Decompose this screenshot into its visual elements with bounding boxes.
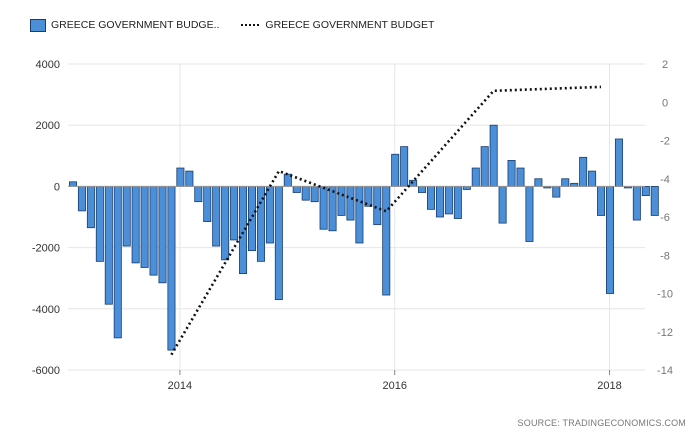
- bar: [176, 167, 185, 187]
- bar: [561, 178, 570, 187]
- bar: [140, 185, 149, 268]
- legend-item-line[interactable]: GREECE GOVERNMENT BUDGET: [241, 19, 434, 31]
- bar: [158, 185, 167, 284]
- bar: [77, 185, 86, 212]
- bar: [104, 185, 113, 305]
- bar: [435, 185, 444, 218]
- bar: [310, 185, 319, 203]
- bar: [391, 153, 400, 187]
- bar: [453, 185, 462, 219]
- left-tick-label: 4000: [36, 59, 60, 71]
- bar: [507, 159, 516, 187]
- left-tick-label: -4000: [32, 304, 60, 316]
- bar: [167, 185, 176, 351]
- annual-budget-line: [170, 85, 602, 356]
- bar: [418, 185, 427, 193]
- bar-series: [69, 124, 659, 351]
- bar: [292, 185, 301, 193]
- bar: [131, 185, 140, 264]
- bar: [212, 185, 221, 247]
- legend-label-line: GREECE GOVERNMENT BUDGET: [265, 19, 435, 31]
- right-tick-label: -8: [660, 250, 670, 262]
- bar: [641, 185, 650, 196]
- bar: [400, 146, 409, 187]
- bar: [382, 185, 391, 296]
- bar: [203, 185, 212, 222]
- bar: [355, 185, 364, 244]
- bar: [346, 185, 355, 221]
- bar: [579, 156, 588, 187]
- bar: [301, 185, 310, 201]
- bar: [534, 178, 543, 187]
- left-tick-label: -2000: [32, 243, 60, 255]
- bar: [480, 146, 489, 187]
- bar: [373, 185, 382, 226]
- bar: [194, 185, 203, 203]
- bar: [319, 185, 328, 230]
- bar: [113, 185, 122, 339]
- right-tick-label: -2: [660, 136, 670, 148]
- bar: [606, 185, 615, 294]
- bar: [95, 185, 104, 262]
- left-tick-label: 0: [54, 181, 60, 193]
- x-tick-label: 2018: [597, 380, 621, 392]
- bar: [597, 185, 606, 216]
- bar: [444, 185, 453, 215]
- bar: [525, 185, 534, 242]
- bar: [489, 124, 498, 187]
- bar: [471, 167, 480, 187]
- bar: [409, 179, 418, 187]
- line-series: [170, 85, 602, 356]
- x-tick-label: 2016: [382, 380, 406, 392]
- bar: [337, 185, 346, 216]
- left-tick-label: 2000: [36, 120, 60, 132]
- legend-label-bars: GREECE GOVERNMENT BUDGE..: [51, 19, 220, 31]
- bar: [516, 167, 525, 187]
- bar: [650, 185, 659, 216]
- chart-legend: GREECE GOVERNMENT BUDGE.. GREECE GOVERNM…: [30, 17, 456, 33]
- bar: [498, 185, 507, 224]
- right-tick-label: -6: [660, 212, 670, 224]
- bar: [221, 185, 230, 261]
- bar: [328, 185, 337, 232]
- bar: [265, 185, 274, 244]
- bar: [632, 185, 641, 221]
- bar: [149, 185, 158, 276]
- legend-item-bars[interactable]: GREECE GOVERNMENT BUDGE..: [30, 18, 220, 32]
- bar: [552, 185, 561, 198]
- axes: 4000 2000 0 -2000 -4000 -6000 2 0 -2 -4 -6 -8 -10 -12…: [32, 59, 673, 392]
- bar: [256, 185, 265, 262]
- left-tick-label: -6000: [32, 365, 60, 377]
- dotted-line-icon: [241, 24, 260, 26]
- x-tick-label: 2014: [168, 380, 192, 392]
- source-note: SOURCE: TRADINGECONOMICS.COM: [517, 418, 686, 428]
- bar: [185, 170, 194, 187]
- right-tick-label: -12: [657, 327, 673, 339]
- right-tick-label: -14: [657, 365, 673, 377]
- bar: [588, 170, 597, 187]
- right-tick-label: 2: [662, 59, 668, 71]
- bar: [274, 185, 283, 301]
- bar: [86, 185, 95, 229]
- bar: [230, 185, 239, 241]
- bar: [69, 181, 78, 187]
- bar: [247, 185, 256, 252]
- right-tick-label: 0: [662, 97, 668, 109]
- bar: [122, 185, 131, 247]
- right-tick-label: -10: [657, 289, 673, 301]
- bar: [614, 138, 623, 187]
- bar: [426, 185, 435, 210]
- right-tick-label: -4: [660, 174, 670, 186]
- bar-swatch-icon: [30, 18, 46, 32]
